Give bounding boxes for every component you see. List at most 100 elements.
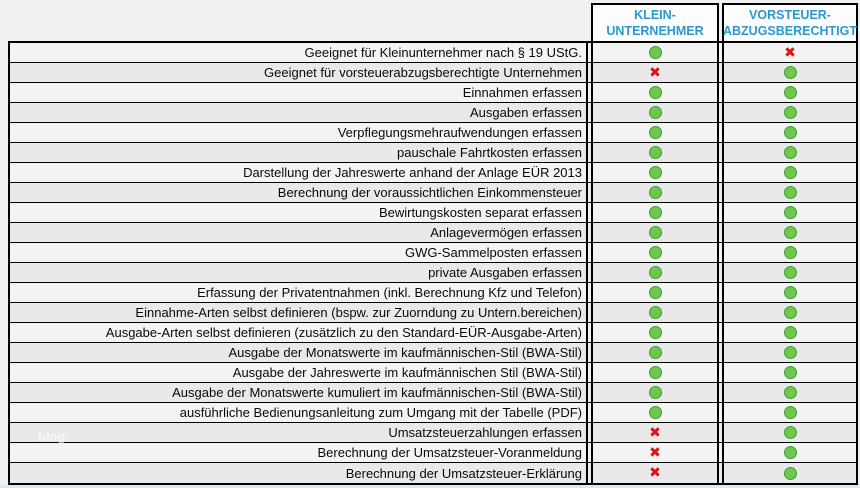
kleinunternehmer-cell: [591, 283, 719, 302]
kleinunternehmer-cell: [591, 103, 719, 122]
yes-indicator-icon: [783, 386, 797, 399]
table-row: Einnahme-Arten selbst definieren (bspw. …: [10, 303, 856, 323]
table-row: Berechnung der Umsatzsteuer-Voranmeldung…: [10, 443, 856, 463]
kleinunternehmer-cell: ✖: [591, 423, 719, 442]
yes-indicator-icon: [783, 146, 797, 159]
yes-indicator-icon: [648, 46, 662, 59]
comparison-table: Geeignet für Kleinunternehmer nach § 19 …: [8, 41, 858, 485]
yes-indicator-icon: [648, 126, 662, 139]
kleinunternehmer-cell: [591, 163, 719, 182]
feature-label: Umsatzsteuerzahlungen erfassen: [10, 423, 588, 442]
vorsteuerabzugsberechtigt-cell: [722, 363, 856, 382]
kleinunternehmer-cell: ✖: [591, 63, 719, 82]
yes-indicator-icon: [783, 346, 797, 359]
yes-indicator-icon: [783, 186, 797, 199]
table-row: Ausgaben erfassen: [10, 103, 856, 123]
feature-comparison-sheet: KLEIN- UNTERNEHMER VORSTEUER- ABZUGSBERE…: [0, 3, 860, 488]
feature-label: Geeignet für Kleinunternehmer nach § 19 …: [10, 43, 588, 62]
yes-indicator-icon: [648, 246, 662, 259]
vorsteuerabzugsberechtigt-cell: [722, 83, 856, 102]
table-row: Umsatzsteuerzahlungen erfassen ✖: [10, 423, 856, 443]
yes-indicator-icon: [783, 86, 797, 99]
feature-label: Einnahmen erfassen: [10, 83, 588, 102]
yes-indicator-icon: [648, 166, 662, 179]
kleinunternehmer-cell: [591, 303, 719, 322]
kleinunternehmer-cell: [591, 223, 719, 242]
vorsteuerabzugsberechtigt-cell: [722, 283, 856, 302]
vorsteuerabzugsberechtigt-cell: [722, 203, 856, 222]
vorsteuerabzugsberechtigt-cell: [722, 443, 856, 462]
kleinunternehmer-cell: ✖: [591, 443, 719, 462]
table-row: Ausgabe der Monatswerte kumuliert im kau…: [10, 383, 856, 403]
yes-indicator-icon: [648, 306, 662, 319]
feature-label: Berechnung der voraussichtlichen Einkomm…: [10, 183, 588, 202]
yes-indicator-icon: [783, 286, 797, 299]
vorsteuerabzugsberechtigt-cell: ✖: [722, 43, 856, 62]
vorsteuerabzugsberechtigt-cell: [722, 403, 856, 422]
kleinunternehmer-cell: [591, 383, 719, 402]
yes-indicator-icon: [648, 106, 662, 119]
yes-indicator-icon: [783, 406, 797, 419]
kleinunternehmer-cell: ✖: [591, 463, 719, 483]
table-row: Geeignet für vorsteuerabzugsberechtigte …: [10, 63, 856, 83]
vorsteuerabzugsberechtigt-cell: [722, 163, 856, 182]
feature-label: Erfassung der Privatentnahmen (inkl. Ber…: [10, 283, 588, 302]
feature-label: pauschale Fahrtkosten erfassen: [10, 143, 588, 162]
feature-label: Ausgabe-Arten selbst definieren (zusätzl…: [10, 323, 588, 342]
feature-label: Berechnung der Umsatzsteuer-Erklärung: [10, 463, 588, 483]
table-row: Erfassung der Privatentnahmen (inkl. Ber…: [10, 283, 856, 303]
table-row: Geeignet für Kleinunternehmer nach § 19 …: [10, 43, 856, 63]
table-header: KLEIN- UNTERNEHMER VORSTEUER- ABZUGSBERE…: [8, 3, 858, 41]
yes-indicator-icon: [783, 326, 797, 339]
yes-indicator-icon: [783, 366, 797, 379]
column-header-line: KLEIN-: [634, 8, 676, 22]
vorsteuerabzugsberechtigt-cell: [722, 123, 856, 142]
yes-indicator-icon: [783, 426, 797, 439]
vorsteuerabzugsberechtigt-cell: [722, 223, 856, 242]
kleinunternehmer-cell: [591, 83, 719, 102]
table-row: Berechnung der voraussichtlichen Einkomm…: [10, 183, 856, 203]
feature-label: Berechnung der Umsatzsteuer-Voranmeldung: [10, 443, 588, 462]
yes-indicator-icon: [783, 126, 797, 139]
kleinunternehmer-cell: [591, 363, 719, 382]
kleinunternehmer-cell: [591, 243, 719, 262]
table-row: Ausgabe-Arten selbst definieren (zusätzl…: [10, 323, 856, 343]
kleinunternehmer-cell: [591, 123, 719, 142]
kleinunternehmer-cell: [591, 343, 719, 362]
feature-label: Ausgabe der Monatswerte kumuliert im kau…: [10, 383, 588, 402]
yes-indicator-icon: [648, 186, 662, 199]
feature-label: Einnahme-Arten selbst definieren (bspw. …: [10, 303, 588, 322]
feature-label: ausführliche Bedienungsanleitung zum Umg…: [10, 403, 588, 422]
kleinunternehmer-cell: [591, 403, 719, 422]
column-header-kleinunternehmer: KLEIN- UNTERNEHMER: [591, 3, 719, 41]
column-header-line: ABZUGSBERECHTIGT: [722, 24, 858, 38]
kleinunternehmer-cell: [591, 43, 719, 62]
yes-indicator-icon: [783, 206, 797, 219]
vorsteuerabzugsberechtigt-cell: [722, 103, 856, 122]
table-row: Darstellung der Jahreswerte anhand der A…: [10, 163, 856, 183]
vorsteuerabzugsberechtigt-cell: [722, 463, 856, 483]
feature-label: Ausgabe der Monatswerte im kaufmännische…: [10, 343, 588, 362]
vorsteuerabzugsberechtigt-cell: [722, 263, 856, 282]
vorsteuerabzugsberechtigt-cell: [722, 383, 856, 402]
yes-indicator-icon: [783, 306, 797, 319]
yes-indicator-icon: [648, 346, 662, 359]
yes-indicator-icon: [648, 206, 662, 219]
yes-indicator-icon: [648, 326, 662, 339]
yes-indicator-icon: [648, 286, 662, 299]
yes-indicator-icon: [648, 406, 662, 419]
column-header-line: UNTERNEHMER: [606, 24, 704, 38]
table-row: pauschale Fahrtkosten erfassen: [10, 143, 856, 163]
table-row: Ausgabe der Monatswerte im kaufmännische…: [10, 343, 856, 363]
yes-indicator-icon: [648, 266, 662, 279]
vorsteuerabzugsberechtigt-cell: [722, 243, 856, 262]
table-row: Anlagevermögen erfassen: [10, 223, 856, 243]
table-row: Ausgabe der Jahreswerte im kaufmännische…: [10, 363, 856, 383]
vorsteuerabzugsberechtigt-cell: [722, 63, 856, 82]
vorsteuerabzugsberechtigt-cell: [722, 423, 856, 442]
feature-label: Anlagevermögen erfassen: [10, 223, 588, 242]
yes-indicator-icon: [648, 86, 662, 99]
table-row: GWG-Sammelposten erfassen: [10, 243, 856, 263]
yes-indicator-icon: [783, 66, 797, 79]
table-row: Einnahmen erfassen: [10, 83, 856, 103]
